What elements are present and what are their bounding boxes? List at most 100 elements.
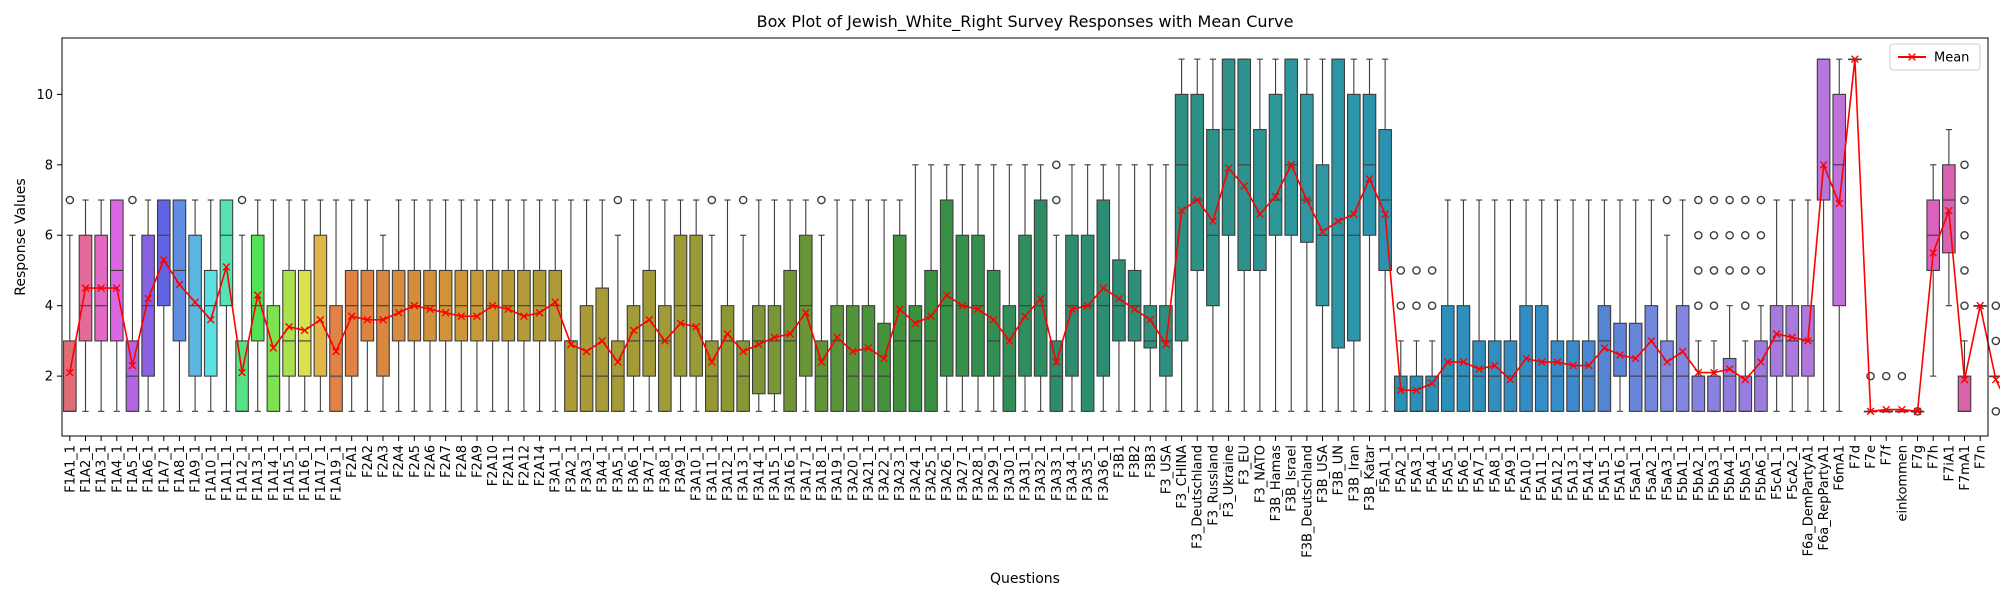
mean-marker	[1710, 368, 1718, 377]
box-F5A7_1	[1472, 199, 1486, 412]
box-F3A13_1	[736, 195, 750, 412]
mean-marker	[942, 291, 951, 300]
box-F3A32_1	[1033, 164, 1048, 412]
mean-marker	[1788, 333, 1797, 342]
box-F5A2_1	[1393, 266, 1408, 412]
x-tick-label: F5bA1_1	[1676, 445, 1691, 501]
outlier-point	[1427, 266, 1437, 275]
x-tick-label: F3A7_1	[643, 445, 658, 493]
mean-marker	[1381, 210, 1390, 219]
x-tick-label: F5A3_1	[1410, 445, 1425, 493]
mean-marker	[1819, 160, 1828, 169]
x-tick-label: F6a_RepPartyA1	[1817, 445, 1832, 550]
box-F5bA6_1	[1754, 195, 1768, 412]
mean-marker	[253, 291, 262, 300]
mean-marker	[567, 340, 575, 349]
x-tick-label: F2A11	[502, 445, 517, 486]
mean-marker	[660, 337, 669, 345]
box-F5bA1_1	[1675, 199, 1690, 412]
y-axis-label: Response Values	[13, 178, 29, 295]
box-F3_EU	[1237, 58, 1252, 412]
mean-marker	[1694, 368, 1703, 377]
x-tick-label: F1A17_1	[314, 445, 329, 501]
mean-marker	[1021, 312, 1029, 321]
box-iqr	[297, 269, 312, 377]
x-tick-label: F3A21_1	[862, 445, 877, 501]
outlier-point	[1740, 301, 1750, 310]
x-tick-label: F6a_DemPartyA1	[1801, 445, 1816, 556]
x-tick-label: F1A11_1	[220, 445, 235, 501]
x-tick-label: F5A2_1	[1394, 445, 1409, 493]
y-tick-label: 10	[36, 88, 53, 103]
outlier-point	[1709, 195, 1719, 205]
box-F3A31_1	[1018, 164, 1032, 412]
box-iqr	[1206, 129, 1220, 307]
x-tick-label: F7g	[1911, 445, 1926, 469]
x-tick-label: F3B2	[1128, 445, 1143, 478]
box-F1A1_1	[63, 195, 77, 412]
outlier-point	[1662, 195, 1672, 205]
box-iqr	[1409, 375, 1424, 412]
box-iqr	[908, 305, 923, 412]
x-tick-label: F5A15_1	[1598, 445, 1613, 501]
box-F3_USA	[1159, 164, 1173, 412]
x-tick-label: F5A1_1	[1379, 445, 1394, 493]
box-iqr	[877, 322, 891, 412]
mean-marker	[770, 333, 779, 342]
x-tick-label: F1A6_1	[142, 445, 157, 493]
box-iqr	[1347, 93, 1361, 342]
box-F2A14	[532, 199, 547, 412]
box-F1A17_1	[313, 199, 328, 412]
mean-marker	[1396, 386, 1405, 395]
box-iqr	[751, 305, 766, 395]
mean-marker	[551, 298, 560, 307]
mean-marker	[1255, 210, 1264, 219]
box-F3A5_1	[611, 195, 625, 412]
x-tick-label: F3A33_1	[1050, 445, 1065, 501]
mean-marker	[97, 284, 106, 292]
x-tick-label: F2A4	[392, 445, 407, 478]
box-F3A34_1	[1065, 164, 1079, 412]
outlier-point	[1991, 301, 2000, 310]
box-F1A9_1	[188, 199, 202, 412]
mean-marker	[1334, 217, 1343, 226]
box-F2A1	[344, 199, 359, 412]
mean-marker	[332, 347, 340, 356]
box-F3_Russland	[1206, 58, 1220, 412]
mean-marker	[833, 333, 841, 342]
mean-marker	[974, 305, 982, 314]
x-tick-label: F3_Deutschland	[1191, 445, 1206, 549]
box-F1A16_1	[297, 199, 312, 412]
x-tick-label: F3A13_1	[737, 445, 752, 501]
mean-marker	[535, 308, 544, 317]
outlier-point	[1396, 301, 1406, 310]
x-tick-label: F2A6	[423, 445, 438, 478]
x-tick-label: F3A9_1	[674, 445, 689, 493]
mean-marker	[1209, 217, 1217, 226]
mean-marker	[144, 294, 153, 303]
x-tick-label: F1A10_1	[204, 445, 219, 501]
box-F7h	[1926, 164, 1941, 377]
box-iqr	[1707, 375, 1721, 412]
x-tick-label: F3A29_1	[987, 445, 1002, 501]
x-tick-label: F1A7_1	[157, 445, 172, 493]
mean-marker	[1224, 164, 1233, 173]
box-F3A27_1	[955, 164, 970, 412]
box-F3A6_1	[626, 199, 641, 412]
x-tick-label: F7iA1	[1942, 445, 1957, 482]
x-tick-label: F5A8_1	[1488, 445, 1503, 493]
mean-marker	[175, 280, 184, 289]
x-tick-label: F3A31_1	[1019, 445, 1034, 501]
box-iqr	[1033, 199, 1048, 377]
box-F3B3	[1143, 164, 1158, 412]
box-F3A10_1	[689, 199, 703, 412]
x-tick-label: F2A8	[455, 445, 470, 478]
mean-marker	[848, 347, 857, 356]
x-tick-label: F3_CHINA	[1175, 445, 1190, 509]
box-iqr	[845, 305, 860, 412]
mean-marker	[1584, 361, 1593, 370]
outlier-point	[1756, 266, 1766, 275]
box-F1A7_1	[156, 199, 171, 412]
x-tick-label: F5A7_1	[1473, 445, 1488, 493]
box-iqr	[266, 305, 281, 412]
